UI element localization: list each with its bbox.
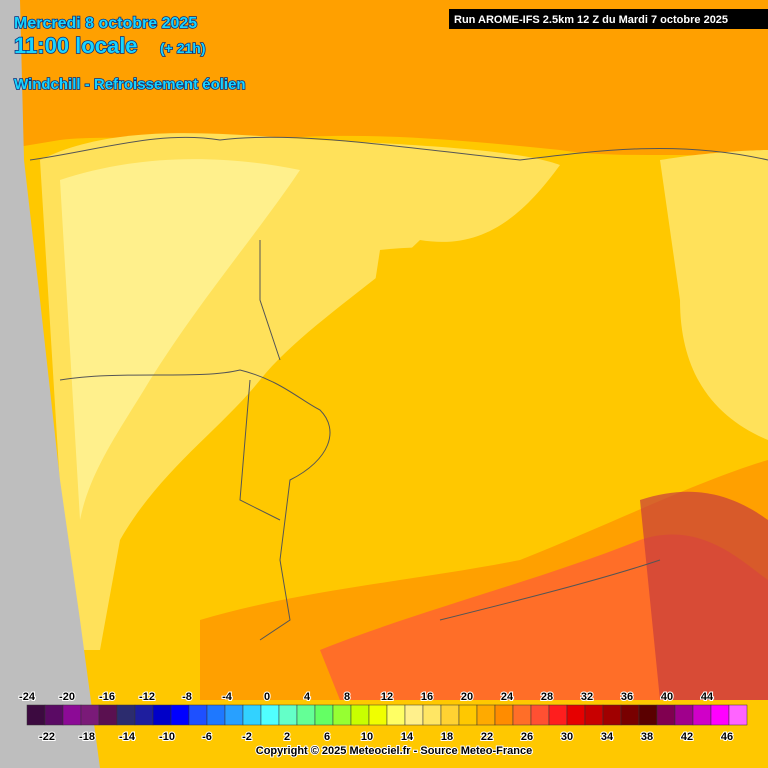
legend-swatch: [458, 704, 478, 726]
legend-label: 4: [304, 691, 311, 703]
region-light: [60, 159, 300, 520]
legend-swatch: [80, 704, 100, 726]
legend-swatch: [584, 704, 604, 726]
legend-label: 36: [621, 691, 633, 703]
legend-swatch: [332, 704, 352, 726]
legend-label: 30: [561, 731, 573, 743]
legend-swatch: [98, 704, 118, 726]
legend-swatch: [674, 704, 694, 726]
legend-label: -6: [202, 731, 212, 743]
legend-swatch: [638, 704, 658, 726]
legend-swatch: [62, 704, 82, 726]
legend-label: 12: [381, 691, 393, 703]
legend-swatch: [260, 704, 280, 726]
legend-label: 0: [264, 691, 270, 703]
legend-swatch: [476, 704, 496, 726]
legend-swatch: [206, 704, 226, 726]
legend-swatch: [368, 704, 388, 726]
date: Mercredi 8 octobre 2025: [14, 15, 197, 32]
legend-swatch: [116, 704, 136, 726]
legend-swatch: [26, 704, 46, 726]
legend-label: 40: [661, 691, 673, 703]
legend-label: -18: [79, 731, 95, 743]
legend: -24 -20 -16 -12 -8 -4 0 4 8 12 16 20 24 28 32 36 40 44-22…: [18, 690, 748, 744]
legend-swatch: [296, 704, 316, 726]
legend-swatch: [656, 704, 676, 726]
legend-swatch: [566, 704, 586, 726]
legend-label: 16: [421, 691, 433, 703]
time: 11:00 locale: [14, 33, 138, 58]
borders: [29, 136, 768, 641]
legend-swatch: [314, 704, 334, 726]
legend-swatch: [152, 704, 172, 726]
legend-label: 20: [461, 691, 473, 703]
legend-label: -22: [39, 731, 55, 743]
legend-swatch: [620, 704, 640, 726]
legend-label: 18: [441, 731, 453, 743]
legend-swatch: [242, 704, 262, 726]
region-east: [660, 150, 768, 440]
legend-label: 6: [324, 731, 330, 743]
legend-swatch: [548, 704, 568, 726]
legend-swatch: [692, 704, 712, 726]
legend-label: 2: [284, 731, 290, 743]
legend-swatch: [602, 704, 622, 726]
run-box: [449, 9, 768, 29]
legend-label: 14: [401, 731, 414, 743]
legend-label: -20: [59, 691, 75, 703]
legend-label: 26: [521, 731, 533, 743]
legend-label: -12: [139, 691, 155, 703]
legend-swatch: [728, 704, 748, 726]
legend-label: -24: [19, 691, 36, 703]
legend-label: -10: [159, 731, 175, 743]
legend-label: 32: [581, 691, 593, 703]
legend-label: -2: [242, 731, 252, 743]
legend-label: 24: [501, 691, 514, 703]
legend-label: 22: [481, 731, 493, 743]
legend-swatch: [422, 704, 442, 726]
legend-swatch: [134, 704, 154, 726]
legend-swatch: [404, 704, 424, 726]
lead: (+ 21h): [160, 40, 206, 56]
legend-swatch: [494, 704, 514, 726]
legend-label: -14: [119, 731, 136, 743]
legend-label: 34: [601, 731, 614, 743]
legend-label: -16: [99, 691, 115, 703]
legend-swatch: [386, 704, 406, 726]
legend-swatch: [710, 704, 730, 726]
legend-swatch: [278, 704, 298, 726]
legend-swatch: [350, 704, 370, 726]
parameter: Windchill - Refroissement éolien: [14, 76, 246, 93]
legend-label: 10: [361, 731, 373, 743]
region-hotter: [640, 491, 768, 700]
run: Run AROME-IFS 2.5km 12 Z du Mardi 7 octo…: [454, 14, 728, 26]
region-orange: [0, 0, 768, 160]
legend-label: 38: [641, 731, 653, 743]
legend-swatch: [512, 704, 532, 726]
copyright: Copyright © 2025 Meteociel.fr - Source M…: [256, 745, 532, 757]
legend-label: -8: [182, 691, 192, 703]
legend-label: 8: [344, 691, 350, 703]
legend-swatch: [188, 704, 208, 726]
region-core: [360, 247, 626, 472]
legend-label: -4: [222, 691, 233, 703]
sea: [0, 0, 100, 768]
legend-label: 46: [721, 731, 733, 743]
legend-swatch: [530, 704, 550, 726]
legend-label: 28: [541, 691, 553, 703]
legend-swatch: [44, 704, 64, 726]
legend-swatch: [440, 704, 460, 726]
legend-label: 42: [681, 731, 693, 743]
legend-swatch: [224, 704, 244, 726]
legend-swatch: [170, 704, 190, 726]
legend-label: 44: [701, 691, 714, 703]
